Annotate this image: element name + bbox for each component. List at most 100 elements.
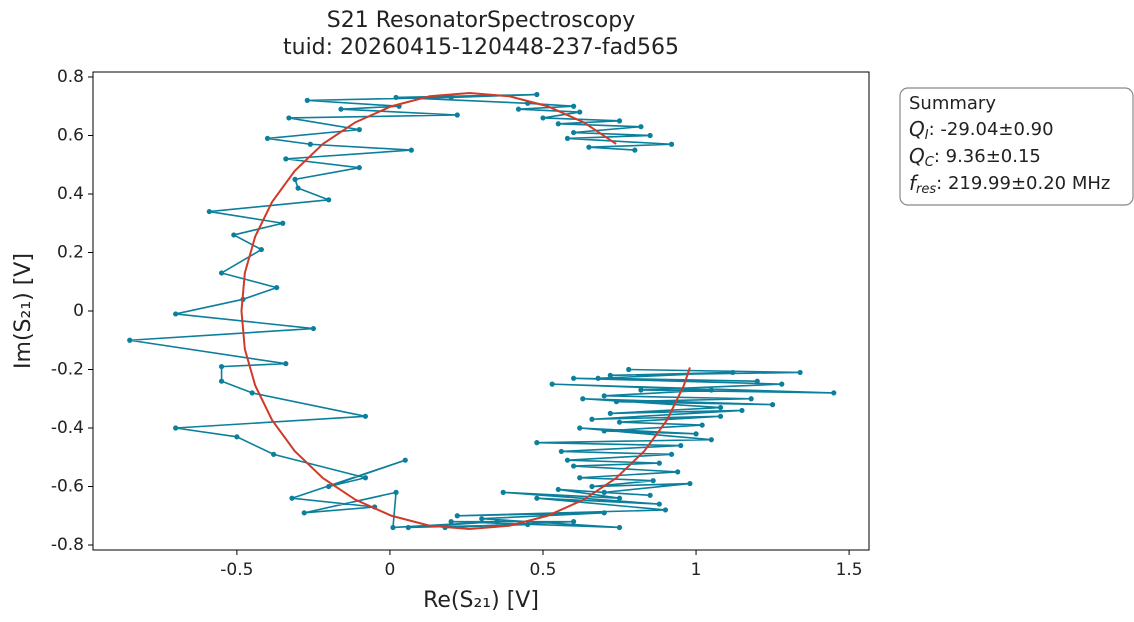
data-point bbox=[448, 519, 454, 525]
data-point bbox=[570, 103, 577, 109]
data-point bbox=[779, 381, 785, 387]
y-tick-label: 0.6 bbox=[57, 125, 84, 145]
data-point bbox=[264, 135, 271, 142]
data-point bbox=[616, 524, 623, 531]
data-point bbox=[693, 431, 699, 437]
y-tick-label: 0.2 bbox=[57, 242, 84, 262]
summary-symbol: Q bbox=[909, 117, 925, 141]
data-point bbox=[280, 220, 286, 226]
data-point bbox=[408, 147, 414, 153]
data-point bbox=[638, 124, 644, 130]
data-point bbox=[601, 393, 607, 399]
data-point bbox=[797, 369, 803, 376]
data-point bbox=[362, 475, 369, 481]
summary-line: QI: -29.04±0.90 bbox=[909, 117, 1054, 143]
x-tick-label: 1.5 bbox=[836, 560, 863, 580]
data-point bbox=[708, 387, 714, 393]
data-point bbox=[338, 106, 344, 112]
data-point bbox=[283, 361, 289, 367]
data-point bbox=[173, 311, 179, 317]
summary-value: : 9.36±0.15 bbox=[934, 146, 1041, 167]
data-point bbox=[570, 463, 577, 469]
data-point bbox=[613, 399, 620, 405]
data-point bbox=[616, 495, 623, 501]
data-point bbox=[632, 147, 638, 153]
data-point bbox=[283, 156, 289, 162]
fit-line bbox=[240, 92, 691, 530]
data-point bbox=[218, 270, 225, 276]
y-tick-label: -0.6 bbox=[51, 477, 84, 497]
data-point bbox=[570, 129, 577, 136]
data-point bbox=[249, 390, 255, 396]
data-point bbox=[218, 378, 225, 384]
data-point bbox=[699, 422, 705, 428]
data-point bbox=[525, 521, 531, 528]
data-point bbox=[754, 378, 760, 384]
data-point bbox=[393, 489, 399, 495]
summary-subscript: C bbox=[925, 155, 935, 170]
data-point bbox=[577, 425, 583, 431]
summary-line: fres: 219.99±0.20 MHz bbox=[909, 171, 1110, 197]
data-point bbox=[555, 486, 561, 493]
plot-area bbox=[92, 71, 870, 551]
x-axis-label: Re(S₂₁) [V] bbox=[423, 588, 539, 613]
summary-title: Summary bbox=[909, 93, 996, 114]
data-point bbox=[656, 460, 662, 466]
data-point bbox=[739, 407, 745, 414]
data-point bbox=[831, 390, 837, 396]
data-point bbox=[607, 410, 613, 416]
data-point bbox=[570, 519, 577, 525]
summary-subscript: res bbox=[916, 182, 936, 197]
data-point bbox=[307, 141, 313, 147]
data-point bbox=[601, 510, 607, 516]
data-point bbox=[564, 457, 571, 463]
data-point bbox=[650, 478, 656, 484]
data-point bbox=[708, 437, 714, 443]
data-point bbox=[258, 246, 264, 253]
data-point bbox=[647, 132, 653, 139]
data-point bbox=[540, 115, 546, 121]
data-point bbox=[589, 483, 595, 490]
data-point bbox=[638, 387, 644, 393]
y-tick-label: 0 bbox=[73, 301, 84, 321]
data-point bbox=[448, 94, 454, 101]
data-point bbox=[494, 519, 500, 525]
data-point bbox=[730, 369, 736, 376]
y-tick-label: -0.8 bbox=[51, 535, 84, 555]
data-point bbox=[479, 516, 485, 522]
data-point bbox=[595, 375, 601, 381]
data-point bbox=[326, 483, 332, 490]
y-tick-label: 0.4 bbox=[57, 184, 84, 204]
summary-subscript: I bbox=[925, 128, 929, 143]
data-point bbox=[558, 448, 564, 455]
data-point bbox=[289, 495, 295, 501]
data-point bbox=[662, 507, 669, 513]
data-point bbox=[607, 372, 613, 378]
data-point bbox=[678, 442, 684, 449]
x-tick-label: 0.5 bbox=[529, 560, 556, 580]
data-point bbox=[570, 375, 577, 381]
data-point bbox=[326, 197, 332, 203]
x-tick-label: 0 bbox=[385, 560, 396, 580]
data-point bbox=[601, 489, 607, 495]
data-point bbox=[362, 413, 369, 419]
data-point bbox=[586, 144, 592, 150]
summary-box bbox=[899, 87, 1134, 206]
data-point bbox=[231, 232, 237, 238]
data-point bbox=[127, 337, 133, 343]
data-point bbox=[206, 208, 212, 215]
data-line bbox=[129, 93, 834, 529]
data-point bbox=[402, 457, 408, 463]
data-point bbox=[769, 402, 776, 408]
data-point bbox=[356, 165, 362, 171]
data-point bbox=[549, 381, 555, 387]
data-point bbox=[515, 106, 522, 112]
data-point bbox=[405, 524, 411, 531]
y-axis-label: Im(S₂₁) [V] bbox=[11, 253, 36, 369]
data-point bbox=[647, 492, 653, 498]
data-point bbox=[454, 112, 460, 118]
data-point bbox=[668, 141, 675, 147]
data-point bbox=[304, 97, 310, 103]
y-tick-label: -0.2 bbox=[51, 360, 84, 380]
